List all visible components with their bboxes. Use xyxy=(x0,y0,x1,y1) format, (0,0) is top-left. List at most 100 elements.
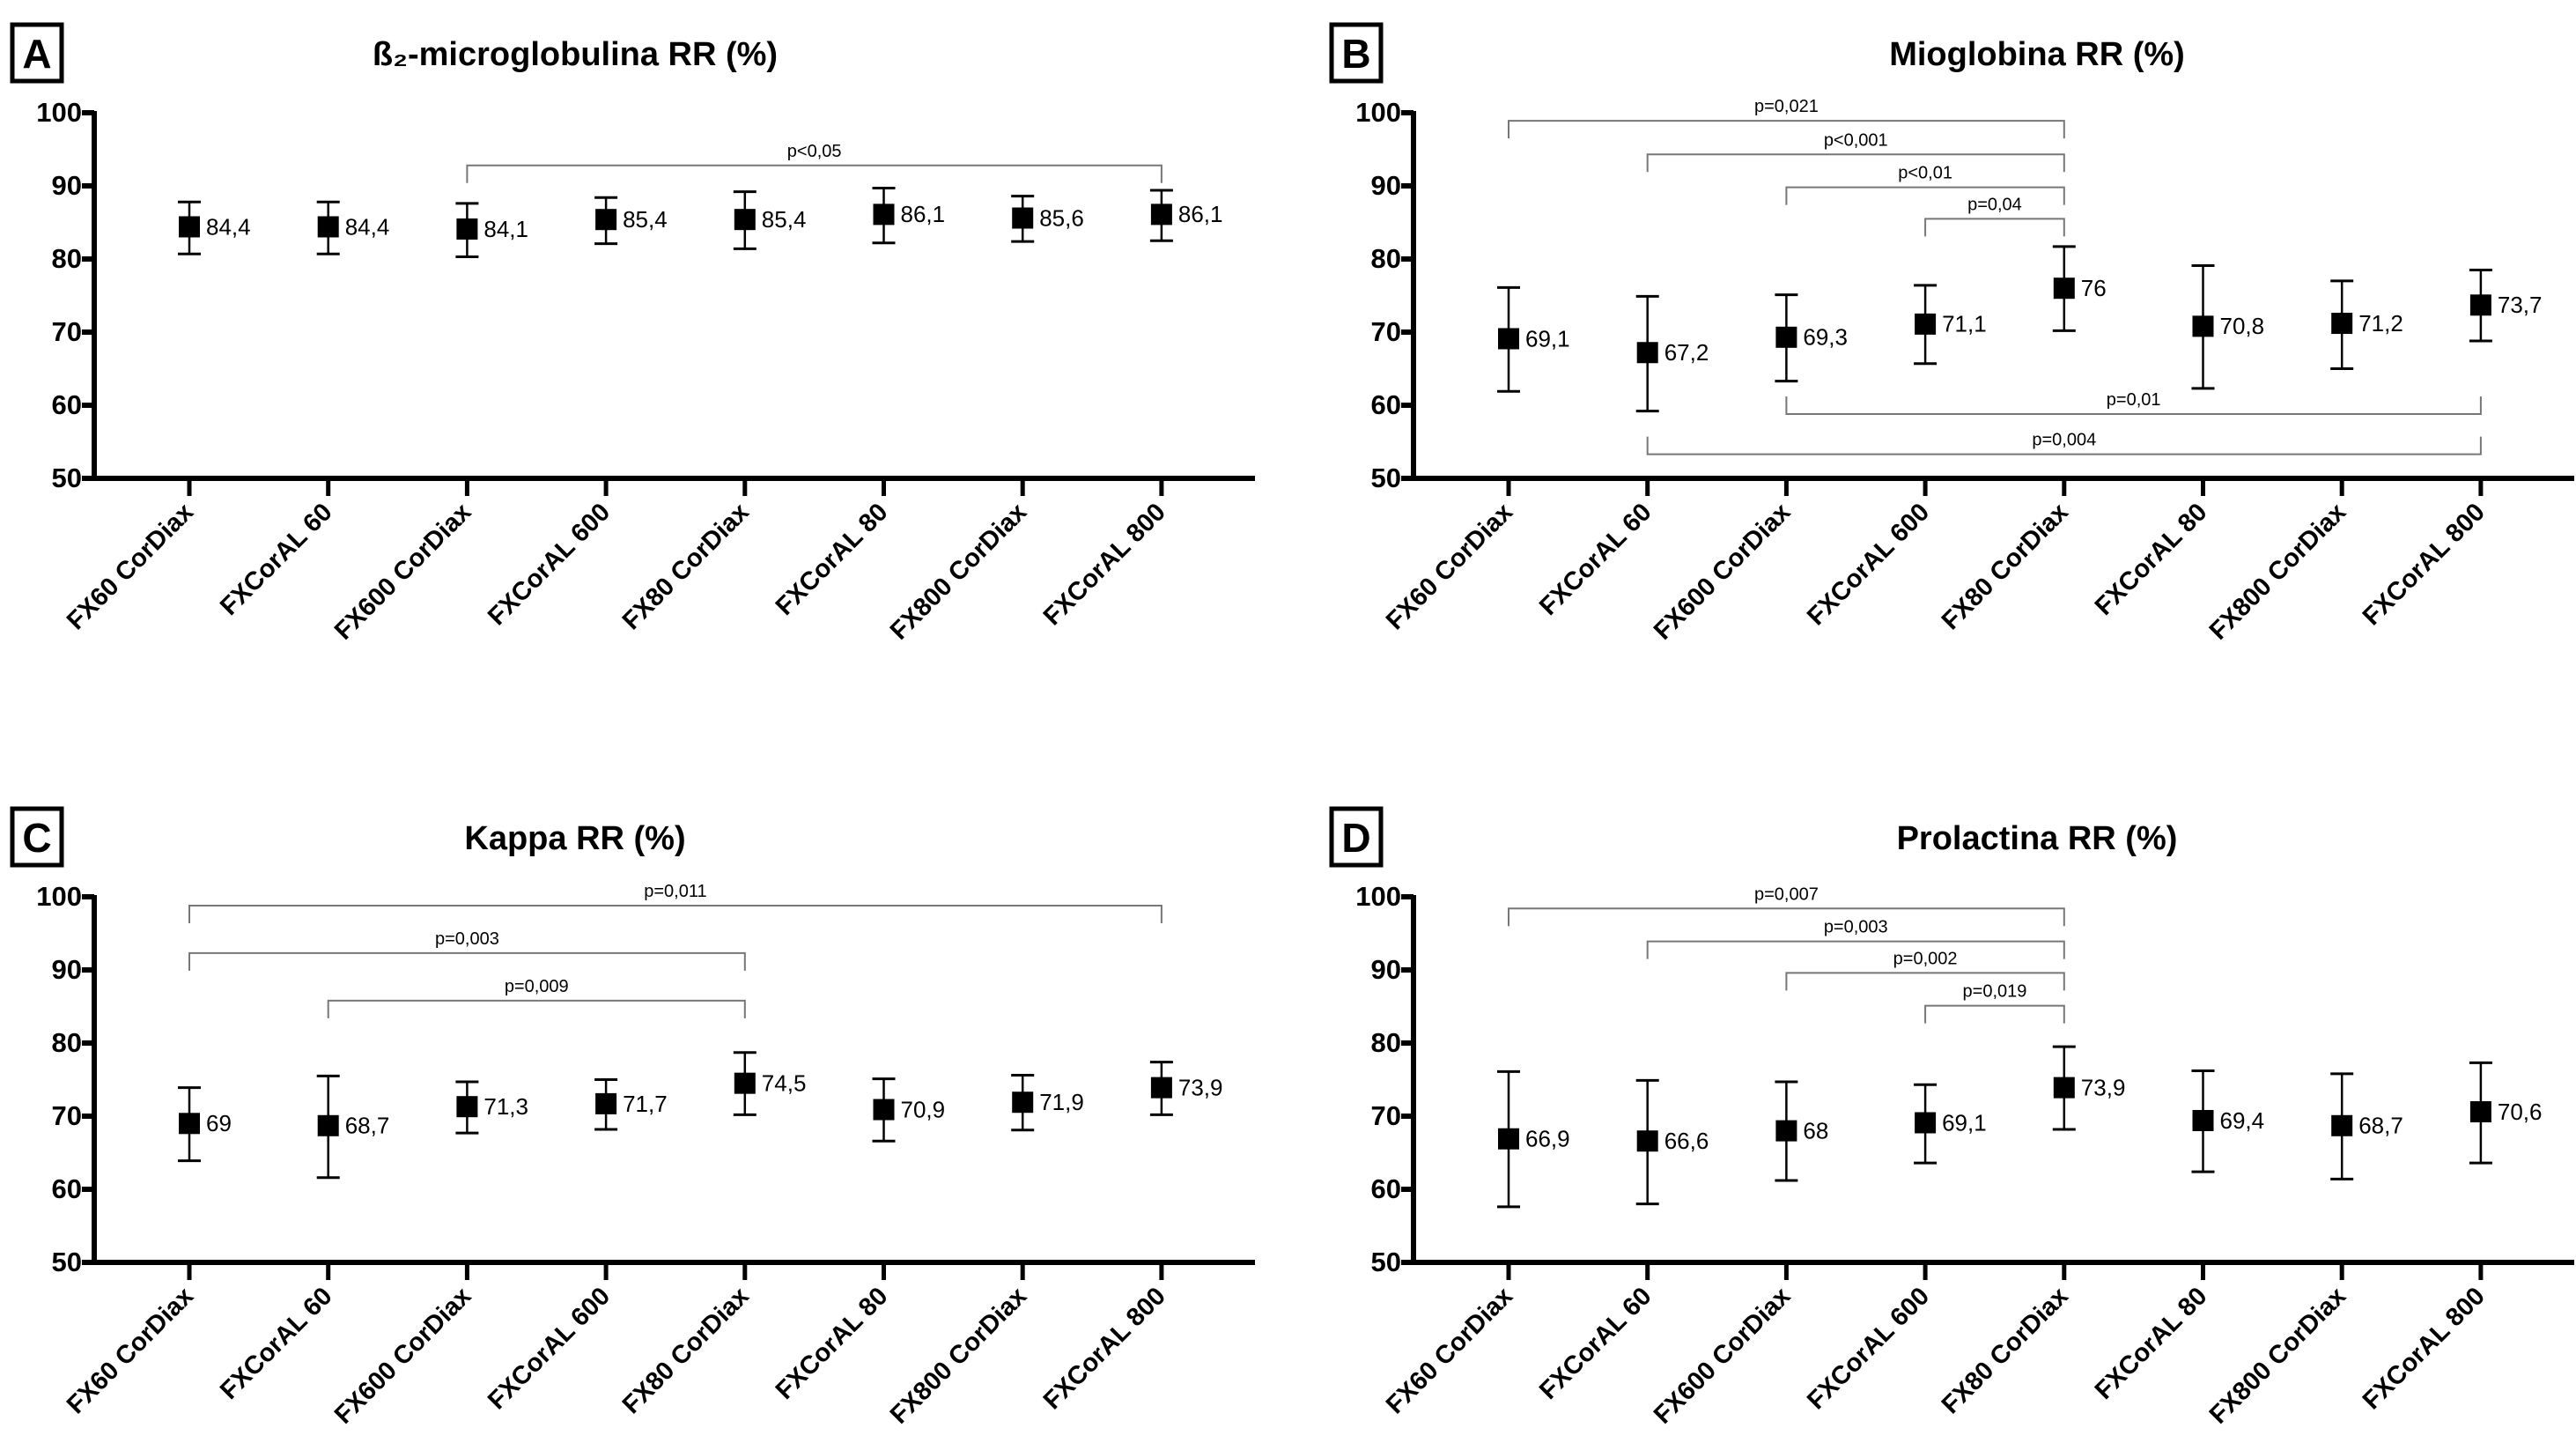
data-label: 69 xyxy=(206,1110,232,1136)
x-tick-label: FXCorAL 60 xyxy=(215,1282,338,1405)
x-tick-label: FXCorAL 800 xyxy=(1038,498,1171,631)
data-label: 71,3 xyxy=(483,1093,528,1120)
data-point xyxy=(2331,1114,2353,1136)
y-tick-label: 80 xyxy=(1371,243,1401,274)
p-value-label: p=0,004 xyxy=(2032,431,2096,450)
data-label: 71,1 xyxy=(1942,311,1987,337)
data-label: 84,4 xyxy=(345,213,390,240)
p-value-label: p<0,05 xyxy=(787,142,842,161)
x-tick-label: FXCorAL 80 xyxy=(2090,1282,2213,1405)
significance-bracket xyxy=(1646,940,2065,959)
x-tick-label: FXCorAL 800 xyxy=(1038,1282,1171,1415)
data-point xyxy=(2053,278,2075,300)
data-point xyxy=(2331,313,2353,335)
chart-title: Kappa RR (%) xyxy=(464,820,685,857)
x-tick-label: FX600 CorDiax xyxy=(329,498,476,645)
data-label: 85,4 xyxy=(762,206,807,233)
chart-title: ß₂-microglobulina RR (%) xyxy=(373,36,778,73)
data-label: 76 xyxy=(2081,275,2107,301)
data-label: 70,9 xyxy=(901,1096,946,1122)
data-point xyxy=(734,1072,756,1094)
data-point xyxy=(317,1114,339,1136)
x-tick-label: FXCorAL 80 xyxy=(771,498,894,621)
panel-label: B xyxy=(1341,31,1370,77)
data-label: 84,4 xyxy=(206,213,251,240)
data-label: 69,3 xyxy=(1803,324,1848,351)
data-label: 86,1 xyxy=(1178,201,1223,227)
data-label: 84,1 xyxy=(483,216,528,242)
panel-b: B Mioglobina RR (%) 50 60 70 80 90 100 FX60 CorD… xyxy=(1329,22,2574,646)
p-value-label: p=0,009 xyxy=(505,977,569,996)
data-label: 71,7 xyxy=(623,1091,668,1117)
panel-label-box xyxy=(1329,22,1384,84)
y-tick-label: 50 xyxy=(1371,1247,1401,1277)
data-label: 69,4 xyxy=(2220,1107,2265,1134)
significance-bracket xyxy=(1646,153,2065,173)
significance-bracket xyxy=(1646,436,2482,455)
x-tick-label: FX600 CorDiax xyxy=(1649,498,1796,645)
data-label: 66,6 xyxy=(1664,1128,1709,1154)
data-label: 73,9 xyxy=(1178,1075,1223,1101)
y-tick-label: 90 xyxy=(1371,954,1401,985)
p-value-label: p=0,01 xyxy=(2107,390,2161,410)
x-tick-label: FX80 CorDiax xyxy=(1937,1282,2074,1419)
data-label: 69,1 xyxy=(1525,325,1570,352)
x-tick-label: FX60 CorDiax xyxy=(62,1282,199,1419)
significance-bracket xyxy=(1508,120,2065,139)
data-label: 66,9 xyxy=(1525,1126,1570,1152)
data-label: 70,8 xyxy=(2220,313,2265,339)
significance-bracket xyxy=(1924,218,2065,237)
y-tick-label: 80 xyxy=(52,243,82,274)
panel-label-box xyxy=(10,806,64,868)
data-point xyxy=(317,216,339,238)
significance-bracket xyxy=(1785,396,2482,415)
data-point xyxy=(1012,1092,1034,1114)
p-value-label: p=0,011 xyxy=(644,882,706,901)
x-tick-label: FX80 CorDiax xyxy=(617,1282,755,1419)
y-tick-label: 70 xyxy=(52,316,82,347)
panel-label: D xyxy=(1341,815,1370,861)
significance-bracket xyxy=(188,951,746,971)
data-point xyxy=(1498,1128,1519,1150)
x-tick-label: FXCorAL 80 xyxy=(771,1282,894,1405)
p-value-label: p=0,007 xyxy=(1754,884,1819,904)
y-tick-label: 90 xyxy=(1371,170,1401,201)
data-label: 71,9 xyxy=(1039,1089,1084,1115)
y-tick-label: 50 xyxy=(52,1247,82,1277)
y-tick-label: 80 xyxy=(52,1027,82,1058)
data-point xyxy=(734,209,756,231)
data-point xyxy=(1498,328,1519,350)
p-value-label: p<0,001 xyxy=(1824,130,1888,150)
y-tick-label: 100 xyxy=(36,881,82,912)
data-point xyxy=(873,204,895,226)
x-tick-label: FXCorAL 600 xyxy=(483,1282,616,1415)
panel-label: A xyxy=(22,31,51,77)
chart-title: Prolactina RR (%) xyxy=(1897,820,2178,857)
data-point xyxy=(595,1092,617,1114)
data-point xyxy=(1636,1130,1658,1152)
x-tick-label: FXCorAL 600 xyxy=(1802,1282,1935,1415)
data-point xyxy=(1915,313,1937,335)
data-point xyxy=(2053,1077,2075,1099)
y-tick-label: 90 xyxy=(52,170,82,201)
x-tick-label: FX600 CorDiax xyxy=(1649,1282,1796,1429)
x-tick-label: FXCorAL 80 xyxy=(2090,498,2213,621)
chart-title: Mioglobina RR (%) xyxy=(1889,36,2185,73)
y-tick-label: 60 xyxy=(1371,1173,1401,1204)
x-tick-label: FXCorAL 60 xyxy=(215,498,338,621)
y-tick-label: 90 xyxy=(52,954,82,985)
data-label: 68,7 xyxy=(2358,1113,2403,1139)
x-tick-label: FXCorAL 60 xyxy=(1534,1282,1657,1405)
significance-bracket xyxy=(1924,1004,2065,1024)
data-label: 69,1 xyxy=(1942,1109,1987,1136)
data-point xyxy=(1775,326,1797,348)
x-tick-label: FXCorAL 60 xyxy=(1534,498,1657,621)
data-point xyxy=(2192,315,2214,337)
data-label: 85,4 xyxy=(623,206,668,233)
data-point xyxy=(179,1113,200,1135)
significance-bracket xyxy=(1785,972,2065,991)
y-tick-label: 60 xyxy=(52,1173,82,1204)
panel-label-box xyxy=(10,22,64,84)
